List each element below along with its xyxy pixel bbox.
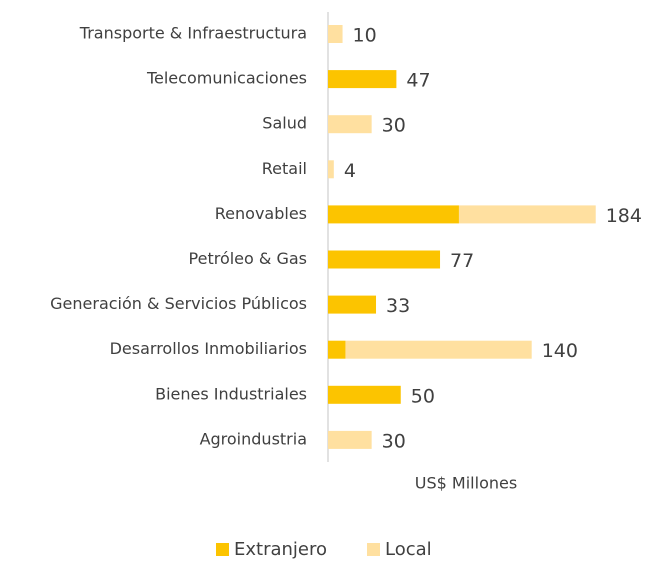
bar-segment: [328, 340, 346, 359]
category-label: Agroindustria: [200, 429, 307, 448]
total-label: 33: [386, 295, 410, 317]
total-label: 4: [344, 160, 356, 182]
total-label: 184: [606, 205, 642, 227]
x-axis-label: US$ Millones: [415, 474, 517, 493]
bar-segment: [345, 340, 532, 359]
category-label: Bienes Industriales: [155, 384, 307, 403]
bar-segment: [328, 385, 401, 404]
category-label: Desarrollos Inmobiliarios: [110, 339, 307, 358]
bar-segment: [458, 205, 596, 224]
total-label: 77: [450, 250, 474, 272]
bar-segment: [328, 70, 397, 89]
total-label: 50: [411, 385, 435, 407]
total-label: 140: [542, 340, 578, 362]
legend-swatch: [367, 543, 380, 556]
category-label: Retail: [262, 159, 307, 178]
category-label: Renovables: [215, 204, 307, 223]
legend-label: Local: [385, 539, 432, 560]
bar-segment: [328, 430, 372, 449]
category-label: Salud: [262, 114, 307, 133]
total-label: 30: [382, 115, 406, 137]
bar-segment: [328, 250, 441, 269]
bar-segment: [328, 115, 372, 134]
total-label: 30: [382, 430, 406, 452]
category-label: Telecomunicaciones: [146, 69, 307, 88]
legend-swatch: [216, 543, 229, 556]
total-label: 10: [353, 25, 377, 47]
category-label: Petróleo & Gas: [189, 249, 307, 268]
legend-label: Extranjero: [234, 539, 327, 560]
bar-segment: [328, 295, 377, 314]
bar-segment: [328, 25, 343, 43]
total-label: 47: [406, 70, 430, 92]
category-label: Transporte & Infraestructura: [79, 24, 307, 43]
bar-segment: [328, 160, 334, 179]
category-label: Generación & Servicios Públicos: [50, 294, 307, 313]
bar-segment: [328, 205, 459, 224]
